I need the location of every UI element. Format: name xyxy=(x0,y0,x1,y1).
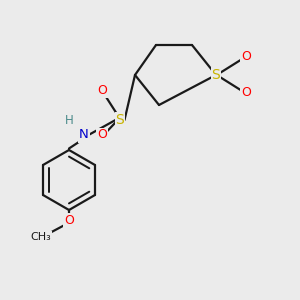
Text: O: O xyxy=(64,214,74,227)
Text: O: O xyxy=(241,50,251,64)
Text: O: O xyxy=(241,86,251,100)
Text: O: O xyxy=(97,83,107,97)
Text: O: O xyxy=(97,128,107,142)
Text: S: S xyxy=(212,68,220,82)
Text: H: H xyxy=(64,113,74,127)
Text: S: S xyxy=(116,113,124,127)
Text: N: N xyxy=(79,128,89,142)
Text: CH₃: CH₃ xyxy=(30,232,51,242)
